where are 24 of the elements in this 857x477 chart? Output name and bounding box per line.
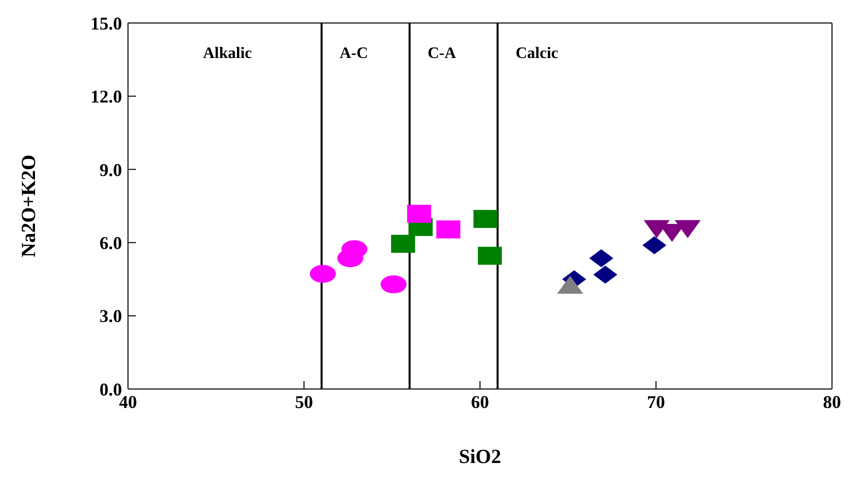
point xyxy=(478,246,502,265)
y-tick-label: 15.0 xyxy=(90,13,122,34)
annotation: C-A xyxy=(428,44,456,62)
point xyxy=(642,236,666,254)
y-axis-title: Na2O+K2O xyxy=(18,154,40,258)
annotation: Calcic xyxy=(516,44,558,62)
point xyxy=(407,204,432,223)
point xyxy=(436,220,460,238)
point xyxy=(593,266,618,284)
y-tick-label: 12.0 xyxy=(90,86,122,107)
x-tick-label: 70 xyxy=(647,392,665,412)
x-tick-label: 50 xyxy=(295,392,313,412)
point xyxy=(589,249,614,268)
y-tick-label: 0.0 xyxy=(100,379,122,400)
x-tick-label: 80 xyxy=(823,392,841,412)
annotation: A-C xyxy=(340,44,368,62)
y-tick-label: 6.0 xyxy=(100,232,122,253)
point xyxy=(391,234,416,253)
annotation: Alkalic xyxy=(203,44,252,62)
x-axis-title: SiO2 xyxy=(458,446,502,468)
point xyxy=(473,210,498,228)
x-tick-label: 60 xyxy=(471,392,489,412)
y-tick-label: 9.0 xyxy=(100,160,122,180)
y-tick-label: 3.0 xyxy=(100,306,122,326)
